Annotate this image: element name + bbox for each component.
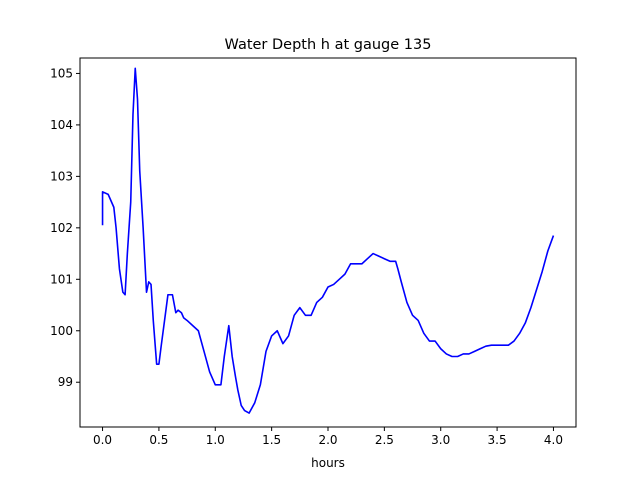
x-tick-label: 0.5 (149, 433, 168, 447)
plot-area (101, 67, 555, 414)
x-tick-label: 2.0 (318, 433, 337, 447)
x-tick-label: 0.0 (93, 433, 112, 447)
y-tick-label: 99 (58, 375, 73, 389)
y-tick-label: 102 (50, 221, 73, 235)
chart-title: Water Depth h at gauge 135 (225, 37, 432, 53)
y-tick-label: 100 (50, 324, 73, 338)
y-axis: 99 100 101 102 103 104 105 (50, 66, 80, 389)
plot-frame (79, 57, 577, 428)
y-tick-label: 103 (50, 169, 73, 183)
y-tick-label: 101 (50, 272, 73, 286)
x-axis-label: hours (311, 456, 345, 470)
x-tick-label: 3.0 (431, 433, 450, 447)
x-tick-label: 1.0 (206, 433, 225, 447)
y-tick-label: 104 (50, 118, 73, 132)
x-tick-label: 1.5 (262, 433, 281, 447)
x-axis: 0.0 0.5 1.0 1.5 2.0 2.5 3.0 3.5 4.0 (93, 427, 563, 447)
y-tick-label: 105 (50, 66, 73, 80)
x-tick-label: 2.5 (375, 433, 394, 447)
x-tick-label: 4.0 (544, 433, 563, 447)
series-line-0 (101, 67, 555, 414)
x-tick-label: 3.5 (488, 433, 507, 447)
